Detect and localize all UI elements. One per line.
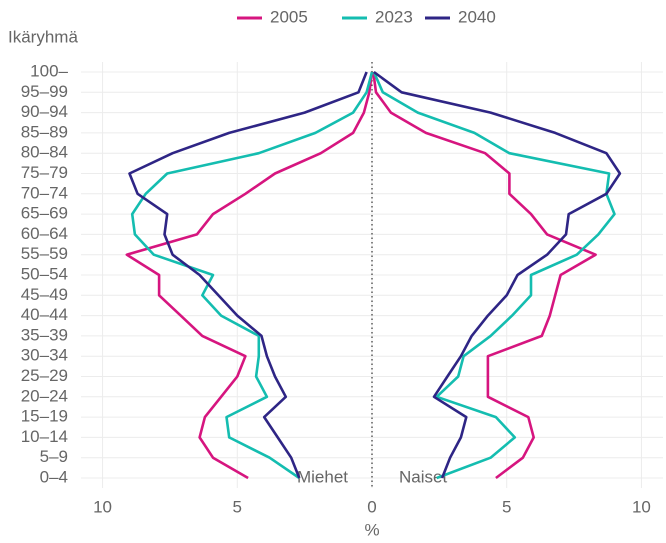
annotation: Naiset (399, 467, 447, 486)
y-tick-label: 40–44 (21, 305, 68, 324)
y-tick-label: 15–19 (21, 407, 68, 426)
y-axis-label: Ikäryhmä (8, 27, 78, 46)
y-tick-label: 100– (30, 61, 68, 80)
y-tick-label: 30–34 (21, 346, 68, 365)
y-tick-label: 55–59 (21, 244, 68, 263)
y-tick-label: 70–74 (21, 183, 68, 202)
y-tick-label: 25–29 (21, 366, 68, 385)
y-tick-label: 85–89 (21, 122, 68, 141)
x-axis-label: % (364, 520, 379, 539)
y-tick-label: 45–49 (21, 285, 68, 304)
y-tick-label: 75–79 (21, 163, 68, 182)
series-line (128, 71, 368, 479)
legend-label: 2023 (375, 7, 413, 26)
y-tick-label: 0–4 (40, 467, 68, 486)
series-line (125, 71, 374, 480)
x-tick-label: 5 (502, 497, 511, 516)
y-tick-label: 10–14 (21, 427, 68, 446)
y-tick-label: 90–94 (21, 102, 68, 121)
y-tick-label: 35–39 (21, 325, 68, 344)
series-line (372, 71, 597, 480)
series-line (372, 71, 616, 480)
y-tick-label: 95–99 (21, 82, 68, 101)
series-line (373, 70, 622, 479)
legend-label: 2005 (270, 7, 308, 26)
x-tick-label: 5 (233, 497, 242, 516)
x-tick-label: 10 (632, 497, 651, 516)
y-tick-label: 80–84 (21, 143, 68, 162)
y-tick-label: 60–64 (21, 224, 68, 243)
y-tick-label: 65–69 (21, 204, 68, 223)
y-tick-label: 5–9 (40, 447, 68, 466)
y-tick-label: 50–54 (21, 264, 68, 283)
x-tick-label: 10 (93, 497, 112, 516)
x-tick-label: 0 (367, 497, 376, 516)
y-tick-label: 20–24 (21, 386, 68, 405)
legend-label: 2040 (458, 7, 496, 26)
series-line (130, 71, 374, 480)
annotation: Miehet (297, 467, 348, 486)
